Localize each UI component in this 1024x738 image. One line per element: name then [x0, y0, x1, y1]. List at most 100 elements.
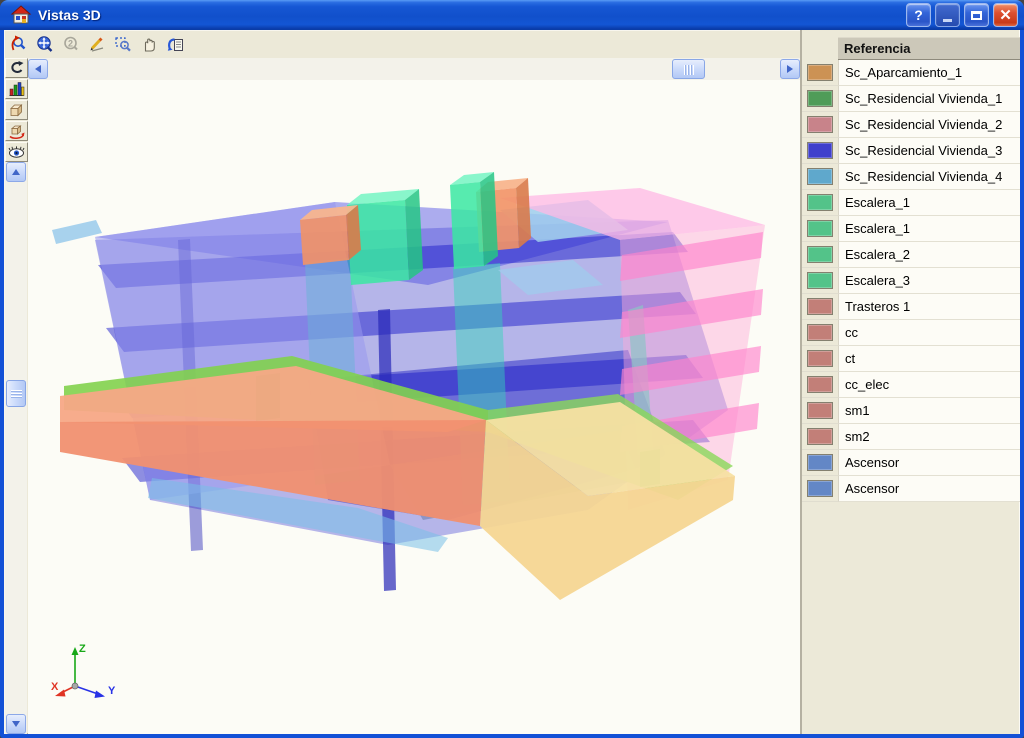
arrow-down-icon	[12, 721, 20, 727]
legend-swatch	[807, 246, 833, 263]
rotate-model-button[interactable]	[5, 121, 28, 141]
legend-row[interactable]: Escalera_1	[802, 216, 1020, 242]
legend-row[interactable]: sm2	[802, 424, 1020, 450]
legend-swatch	[807, 376, 833, 393]
axis-x-label: X	[51, 681, 59, 693]
legend-row[interactable]: Sc_Aparcamiento_1	[802, 60, 1020, 86]
legend-swatch	[807, 168, 833, 185]
zoom-previous-button[interactable]: 2	[59, 33, 83, 55]
toolbar-left	[5, 58, 29, 162]
svg-text:2: 2	[68, 39, 73, 49]
legend-swatch	[807, 324, 833, 341]
title-bar[interactable]: Vistas 3D ? ✕	[0, 0, 1024, 30]
legend-label: ct	[838, 346, 1020, 372]
legend-row[interactable]: Sc_Residencial Vivienda_3	[802, 138, 1020, 164]
scroll-left-button[interactable]	[28, 59, 48, 79]
legend-row[interactable]: sm1	[802, 398, 1020, 424]
legend-swatch	[807, 64, 833, 81]
rotate-view-button[interactable]	[5, 58, 28, 78]
chart-icon	[9, 82, 25, 96]
thumb-grip-icon	[11, 390, 22, 398]
measure-icon	[90, 37, 104, 52]
zoom-redraw-icon	[11, 35, 26, 51]
minimize-button[interactable]	[935, 3, 960, 27]
legend-swatch	[807, 220, 833, 237]
maximize-button[interactable]	[964, 3, 989, 27]
legend-row[interactable]: cc	[802, 320, 1020, 346]
scroll-down-button[interactable]	[6, 714, 26, 734]
solid-cube-icon	[10, 104, 23, 117]
zoom-redraw-button[interactable]	[7, 33, 31, 55]
thumb-grip-icon	[684, 65, 694, 75]
reference-panel: Referencia Sc_Aparcamiento_1 Sc_Residenc…	[800, 30, 1020, 734]
legend-label: Escalera_1	[838, 190, 1020, 216]
help-icon: ?	[914, 7, 923, 23]
zoom-previous-icon: 2	[64, 36, 78, 51]
window-title: Vistas 3D	[38, 7, 101, 23]
legend-label: cc	[838, 320, 1020, 346]
legend-row[interactable]: Trasteros 1	[802, 294, 1020, 320]
legend-swatch	[807, 454, 833, 471]
legend-swatch	[807, 116, 833, 133]
legend-row[interactable]: Sc_Residencial Vivienda_4	[802, 164, 1020, 190]
legend-label: Ascensor	[838, 476, 1020, 502]
legend-row[interactable]: Ascensor	[802, 476, 1020, 502]
scroll-up-button[interactable]	[6, 162, 26, 182]
zoom-extents-icon	[37, 36, 53, 52]
legend-row[interactable]: Escalera_2	[802, 242, 1020, 268]
close-icon: ✕	[999, 7, 1012, 24]
measure-button[interactable]	[85, 33, 109, 55]
legend-row[interactable]: Sc_Residencial Vivienda_2	[802, 112, 1020, 138]
vertical-scrollbar-thumb[interactable]	[6, 380, 26, 407]
legend-swatch	[807, 194, 833, 211]
legend-label: Trasteros 1	[838, 294, 1020, 320]
legend-label: Sc_Residencial Vivienda_2	[838, 112, 1020, 138]
legend-label: Sc_Residencial Vivienda_4	[838, 164, 1020, 190]
legend-row[interactable]: cc_elec	[802, 372, 1020, 398]
panel-header-title: Referencia	[838, 37, 1020, 60]
pan-button[interactable]	[137, 33, 161, 55]
horizontal-scrollbar-thumb[interactable]	[672, 59, 705, 79]
scroll-right-button[interactable]	[780, 59, 800, 79]
visibility-eye-icon	[8, 146, 25, 158]
legend-row[interactable]: Escalera_3	[802, 268, 1020, 294]
chart-button[interactable]	[5, 79, 28, 99]
app-house-icon	[10, 5, 32, 24]
building-model	[52, 172, 765, 600]
3d-viewport[interactable]: Z Y X	[28, 80, 800, 734]
reference-panel-header: Referencia	[802, 37, 1020, 60]
legend-label: Ascensor	[838, 450, 1020, 476]
legend-row[interactable]: Sc_Residencial Vivienda_1	[802, 86, 1020, 112]
legend-swatch	[807, 298, 833, 315]
legend-row[interactable]: Ascensor	[802, 450, 1020, 476]
arrow-up-icon	[12, 169, 20, 175]
window-body: 2	[4, 30, 1020, 734]
rotate-view-icon	[11, 61, 24, 73]
arrow-right-icon	[787, 65, 793, 73]
legend-label: Sc_Residencial Vivienda_1	[838, 86, 1020, 112]
report-icon	[167, 38, 183, 51]
legend-label: Sc_Aparcamiento_1	[838, 60, 1020, 86]
legend-label: Escalera_3	[838, 268, 1020, 294]
zoom-window-button[interactable]	[111, 33, 135, 55]
rotate-model-icon	[9, 125, 25, 139]
legend-swatch	[807, 142, 833, 159]
toolbar-top: 2	[4, 30, 800, 58]
legend-swatch	[807, 350, 833, 367]
visibility-eye-button[interactable]	[5, 142, 28, 162]
legend-swatch	[807, 428, 833, 445]
legend-swatch	[807, 402, 833, 419]
axis-indicator: Z Y X	[51, 643, 116, 698]
legend-row[interactable]: ct	[802, 346, 1020, 372]
help-button[interactable]: ?	[906, 3, 931, 27]
zoom-extents-button[interactable]	[33, 33, 57, 55]
horizontal-scrollbar[interactable]	[28, 58, 800, 80]
solid-cube-button[interactable]	[5, 100, 28, 120]
close-button[interactable]: ✕	[993, 3, 1018, 27]
report-button[interactable]	[163, 33, 187, 55]
vertical-scrollbar[interactable]	[5, 162, 27, 734]
legend-row[interactable]: Escalera_1	[802, 190, 1020, 216]
legend-swatch	[807, 90, 833, 107]
axis-y-label: Y	[108, 685, 116, 697]
